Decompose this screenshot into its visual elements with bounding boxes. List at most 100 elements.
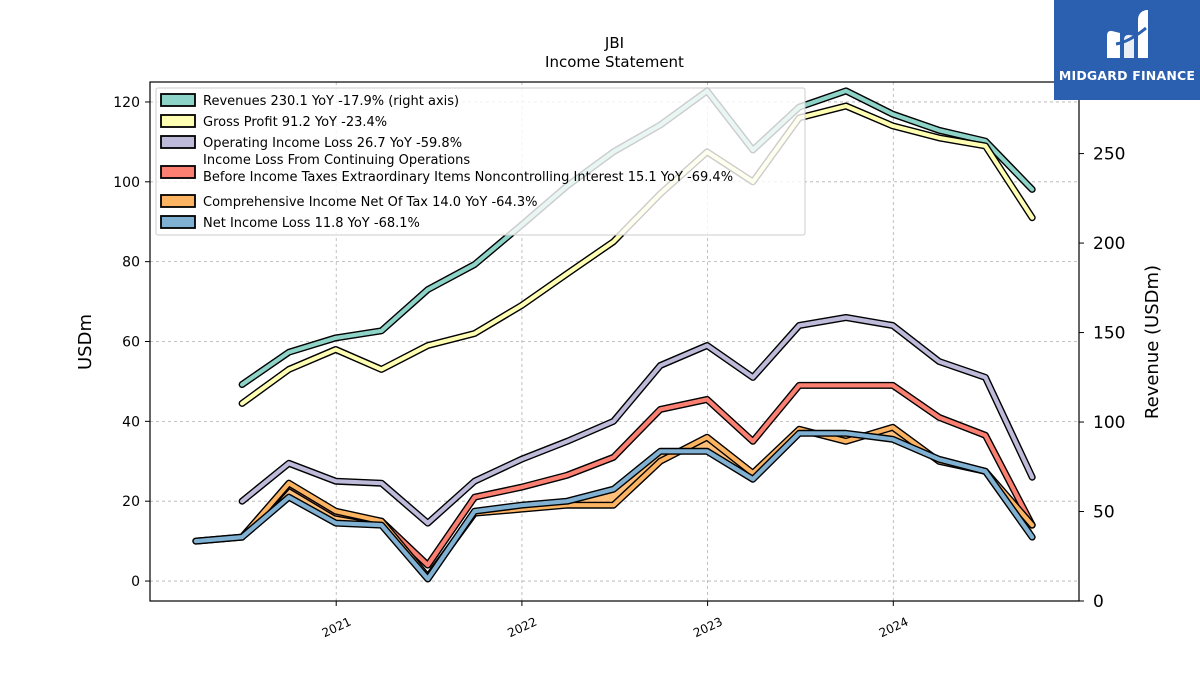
right-axis-ticks: 0 50 100 150 200 250 <box>1079 145 1125 612</box>
data-point <box>659 450 662 453</box>
data-point <box>380 482 383 485</box>
left-axis-ticks: 0 20 40 60 80 100 120 <box>113 95 150 590</box>
data-point <box>380 329 383 332</box>
data-point <box>937 458 941 461</box>
data-point <box>659 364 662 367</box>
legend-label: Revenues 230.1 YoY -17.9% (right axis) <box>203 94 459 109</box>
data-point <box>844 384 848 387</box>
data-point <box>612 456 615 459</box>
data-point <box>1031 535 1034 539</box>
y-right-tick-label: 0 <box>1093 592 1104 612</box>
data-point <box>287 482 291 485</box>
legend-swatch <box>160 114 196 128</box>
data-point <box>520 486 523 489</box>
y-tick-label: 20 <box>122 494 140 510</box>
legend-label: Income Loss From Continuing Operations <box>203 153 470 168</box>
legend-label: Net Income Loss 11.8 YoY -68.1% <box>203 216 420 231</box>
data-point <box>937 360 941 363</box>
data-point <box>1031 476 1034 479</box>
series-line <box>193 425 1035 580</box>
legend-swatch <box>160 194 196 208</box>
data-point <box>891 113 894 116</box>
data-point <box>844 440 848 443</box>
x-tick-label: 2022 <box>505 615 539 641</box>
brand-logo: MIDGARD FINANCE <box>1054 0 1200 100</box>
brand-name: MIDGARD FINANCE <box>1058 68 1196 83</box>
data-point <box>844 89 848 93</box>
data-point <box>705 450 709 453</box>
data-point <box>659 460 662 463</box>
data-point <box>194 539 197 543</box>
data-point <box>751 478 755 481</box>
data-point <box>240 383 244 386</box>
midgard-m-icon <box>1107 10 1148 58</box>
y-tick-label: 0 <box>131 574 140 590</box>
data-point <box>473 332 476 335</box>
data-point <box>984 434 987 437</box>
data-point <box>520 304 523 307</box>
data-point <box>798 384 801 387</box>
data-point <box>798 324 801 327</box>
data-point <box>473 480 476 483</box>
x-tick-label: 2024 <box>877 615 911 641</box>
y-axis-label-right: Revenue (USDm) <box>1142 265 1163 419</box>
data-point <box>334 348 337 351</box>
y-tick-label: 100 <box>113 175 140 191</box>
data-point <box>520 504 523 507</box>
data-point <box>984 470 987 473</box>
x-axis-ticks: 2021 2022 2023 2024 <box>320 601 911 641</box>
data-point <box>844 432 848 435</box>
data-point <box>426 288 429 291</box>
data-point <box>566 272 569 275</box>
data-point <box>891 324 894 327</box>
y-right-tick-label: 50 <box>1093 503 1115 523</box>
data-point <box>937 136 941 140</box>
data-point <box>705 436 709 439</box>
data-point <box>612 420 615 423</box>
x-tick-label: 2021 <box>320 615 354 641</box>
legend-label: Before Income Taxes Extraordinary Items … <box>203 170 733 185</box>
data-point <box>380 368 383 371</box>
data-point <box>566 500 569 503</box>
data-point <box>287 368 291 371</box>
x-tick-label: 2023 <box>691 615 725 641</box>
data-point <box>891 426 894 429</box>
data-point <box>844 316 848 319</box>
y-right-tick-label: 250 <box>1093 145 1125 165</box>
data-point <box>844 104 848 108</box>
legend-swatch <box>160 215 196 229</box>
y-right-tick-label: 200 <box>1093 234 1125 254</box>
data-point <box>380 523 383 527</box>
y-right-tick-label: 100 <box>1093 413 1125 433</box>
data-point <box>520 458 523 461</box>
data-point <box>751 440 755 443</box>
y-tick-label: 60 <box>122 335 140 351</box>
y-tick-label: 80 <box>122 255 140 271</box>
data-point <box>984 139 987 143</box>
series-layer <box>192 87 1036 583</box>
legend-label: Comprehensive Income Net Of Tax 14.0 YoY… <box>203 195 537 210</box>
legend-swatch <box>160 165 196 179</box>
data-point <box>240 500 244 503</box>
data-point <box>334 521 337 525</box>
legend-swatch <box>160 135 196 149</box>
data-point <box>612 240 615 243</box>
series-line <box>240 315 1035 526</box>
data-point <box>426 521 429 525</box>
data-point <box>334 480 337 483</box>
data-point <box>473 263 476 266</box>
data-point <box>937 129 941 132</box>
data-point <box>1031 188 1034 191</box>
series-5 <box>192 429 1036 583</box>
chart-subtitle: Income Statement <box>545 53 684 71</box>
data-point <box>1031 216 1034 219</box>
data-point <box>473 496 476 499</box>
data-point <box>287 462 291 465</box>
data-point <box>334 336 337 340</box>
data-point <box>751 376 755 379</box>
data-point <box>566 440 569 443</box>
data-point <box>426 344 429 347</box>
data-point <box>891 124 894 128</box>
legend-box <box>155 87 806 236</box>
data-point <box>612 504 615 507</box>
